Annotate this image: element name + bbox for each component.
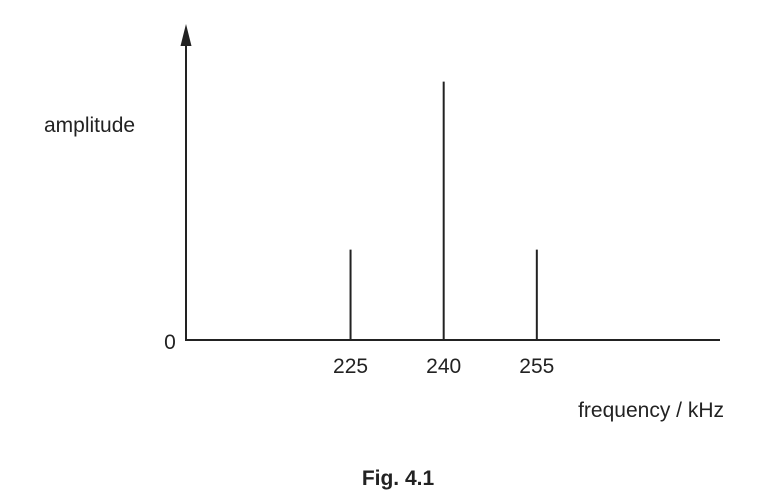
y-axis-arrowhead <box>180 24 192 46</box>
x-tick-labels: 225 240 255 <box>333 355 554 378</box>
x-tick-label-240: 240 <box>426 355 461 378</box>
plot-axes <box>180 24 720 341</box>
spectral-lines <box>349 81 538 340</box>
y-axis-label: amplitude <box>44 114 135 137</box>
x-axis-label: frequency / kHz <box>578 399 724 422</box>
figure-caption: Fig. 4.1 <box>362 467 435 490</box>
x-tick-label-255: 255 <box>519 355 554 378</box>
x-tick-label-225: 225 <box>333 355 368 378</box>
y-origin-label: 0 <box>164 331 176 354</box>
